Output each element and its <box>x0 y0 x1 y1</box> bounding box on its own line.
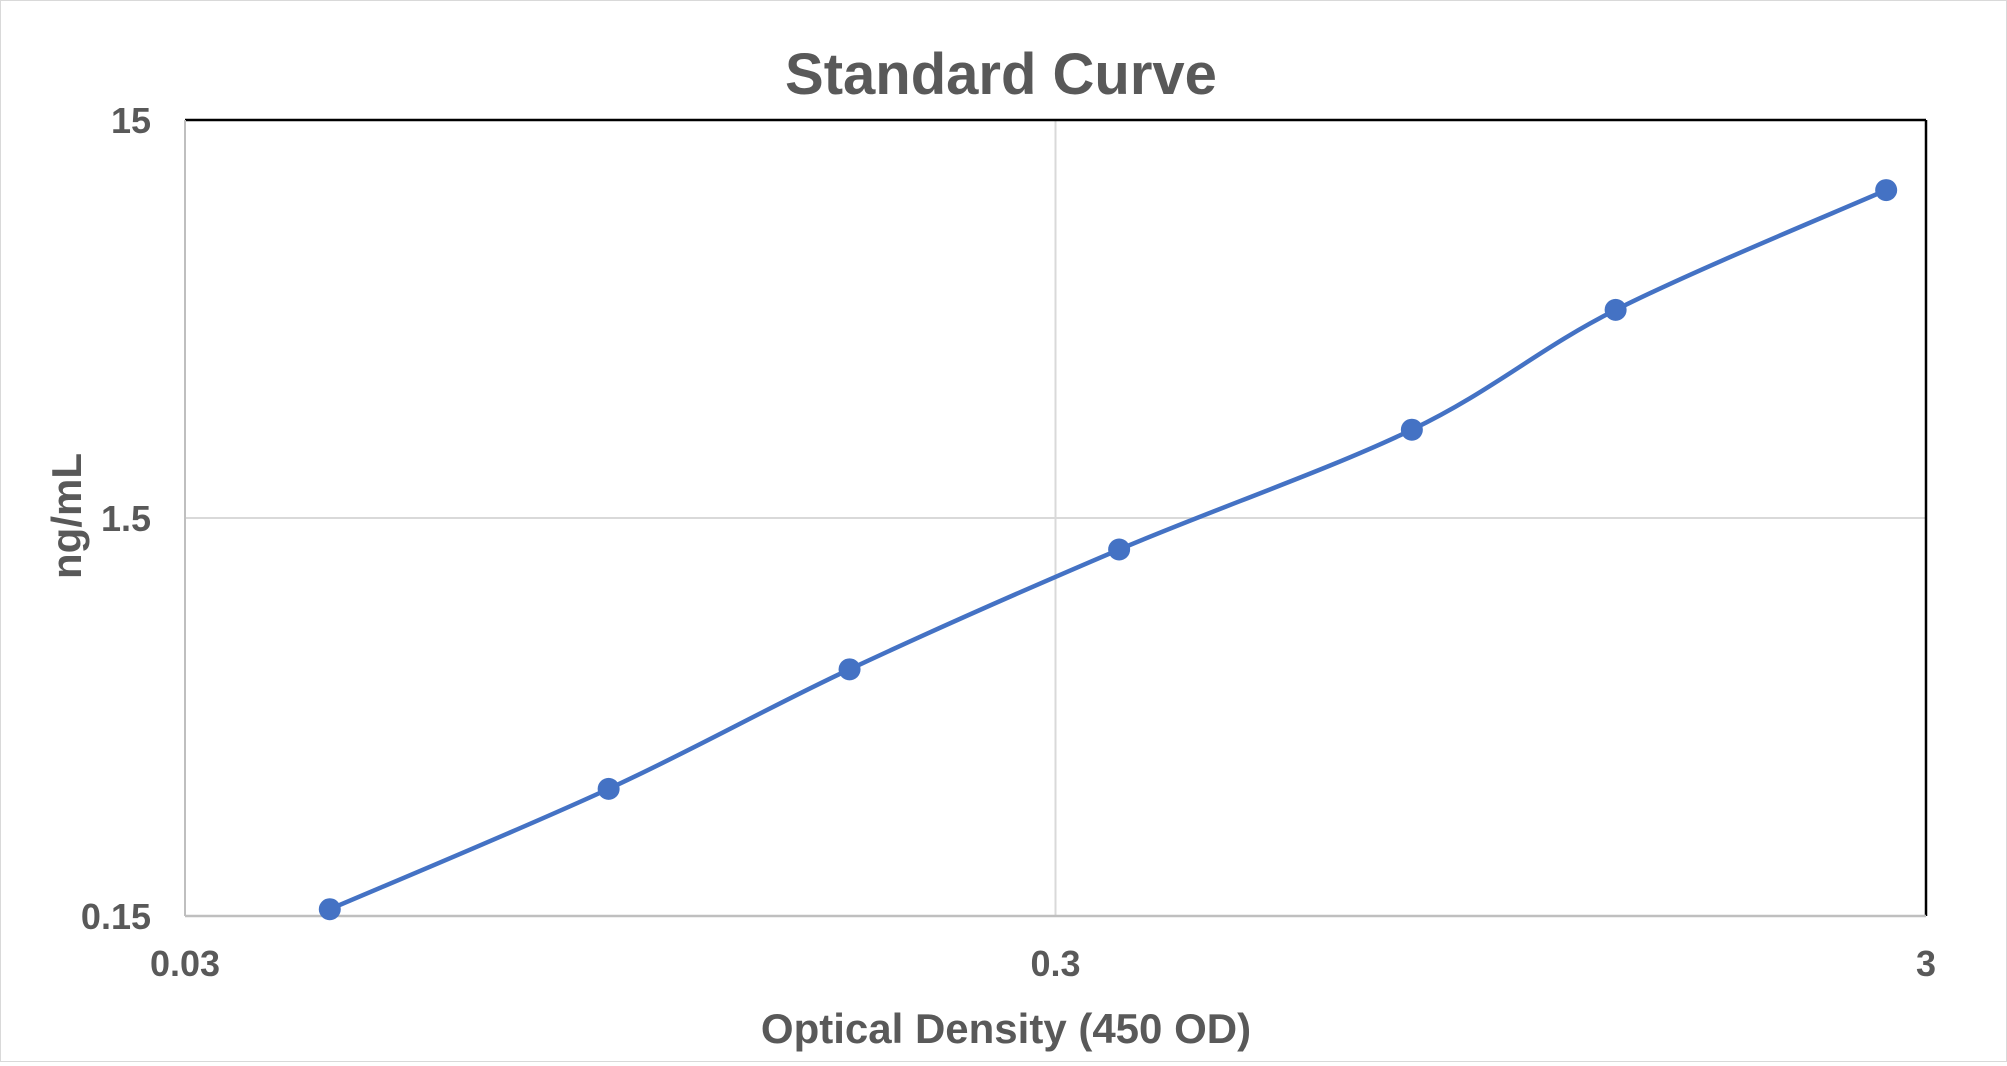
series-0-point-6 <box>1875 179 1898 202</box>
series-0-point-4 <box>1400 418 1423 441</box>
y-tick-label-0: 0.15 <box>81 896 151 937</box>
x-tick-label-0: 0.03 <box>150 943 220 984</box>
series-0-point-3 <box>1108 538 1131 561</box>
series-layer <box>318 179 1898 921</box>
series-0-line <box>327 187 1889 912</box>
series-0-point-5 <box>1604 298 1627 321</box>
y-axis-title: ng/mL <box>43 453 90 579</box>
y-tick-label-2: 15 <box>111 100 151 141</box>
x-axis-title: Optical Density (450 OD) <box>761 1005 1251 1052</box>
series-0-point-2 <box>838 658 861 681</box>
plot-border-layer <box>184 118 1928 918</box>
x-tick-label-2: 3 <box>1916 943 1936 984</box>
tick-label-layer: 0.03 0.3 3 0.15 1.5 15 <box>81 100 1936 984</box>
grid-layer <box>184 119 1927 917</box>
x-tick-label-1: 0.3 <box>1030 943 1080 984</box>
series-0-point-1 <box>597 777 620 800</box>
series-0-point-0 <box>318 898 341 921</box>
chart-title: Standard Curve <box>785 42 1217 107</box>
y-tick-label-1: 1.5 <box>101 498 151 539</box>
